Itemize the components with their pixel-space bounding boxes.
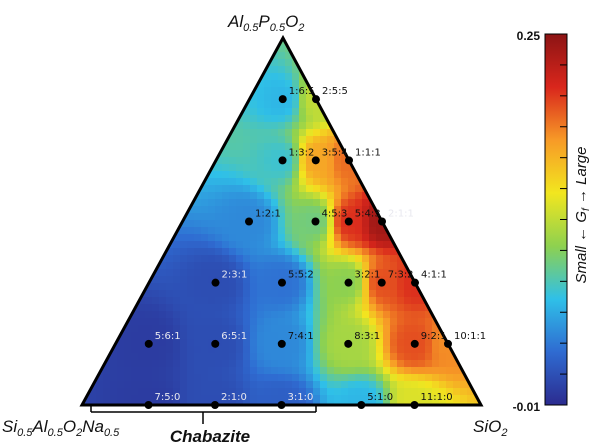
composition-point xyxy=(410,401,419,409)
colorbar-min-label: -0.01 xyxy=(513,400,541,414)
composition-point xyxy=(144,339,153,348)
point-label: 8:3:1 xyxy=(354,331,380,342)
point-label: 2:1:0 xyxy=(221,392,247,403)
point-label: 5:5:2 xyxy=(288,270,314,281)
composition-point xyxy=(277,339,286,348)
composition-point xyxy=(411,278,420,287)
composition-point xyxy=(357,401,366,409)
heatmap-field xyxy=(82,38,481,405)
composition-point xyxy=(344,156,353,165)
point-label: 11:1:0 xyxy=(420,392,452,403)
point-label: 5:1:0 xyxy=(367,392,393,403)
point-label: 5:4:3 xyxy=(355,209,381,220)
chabazite-bracket xyxy=(90,405,317,424)
point-label: 7:5:0 xyxy=(155,392,181,403)
point-label: 1:2:1 xyxy=(255,209,281,220)
point-label: 2:5:5 xyxy=(322,86,348,97)
chabazite-label: Chabazite xyxy=(170,427,250,446)
composition-point xyxy=(344,339,353,348)
point-label: 4:5:3 xyxy=(321,209,347,220)
composition-points: 1:6:5 2:5:5 1:3:2 3:5:4 1:1:1 1:2:1 4:5:3 5:4:3… xyxy=(144,86,486,409)
point-label: 1:6:5 xyxy=(289,86,315,97)
point-label: 1:3:2 xyxy=(289,147,315,158)
composition-point xyxy=(245,217,254,226)
point-label: 2:3:1 xyxy=(222,270,248,281)
point-label: 4:1:1 xyxy=(421,270,447,281)
composition-point xyxy=(211,339,220,348)
point-label: 2:1:1 xyxy=(388,209,414,220)
colorbar-max-label: 0.25 xyxy=(517,29,541,43)
colorbar-ticks xyxy=(560,33,567,406)
composition-point xyxy=(344,217,353,226)
point-label: 10:1:1 xyxy=(454,331,486,342)
composition-point xyxy=(278,95,287,104)
point-label: 3:5:4 xyxy=(322,147,348,158)
composition-point xyxy=(410,339,419,348)
point-label: 9:2:1 xyxy=(421,331,447,342)
composition-point xyxy=(278,156,287,165)
point-label: 5:6:1 xyxy=(155,331,181,342)
point-label: 1:1:1 xyxy=(355,147,381,158)
point-label: 6:5:1 xyxy=(221,331,247,342)
composition-point xyxy=(312,95,321,104)
composition-point xyxy=(311,156,320,165)
composition-point xyxy=(277,401,286,409)
composition-point xyxy=(311,217,320,226)
point-label: 7:4:1 xyxy=(288,331,314,342)
composition-point xyxy=(277,278,286,287)
composition-point xyxy=(344,278,353,287)
colorbar-title: Small ← Gf → Large xyxy=(573,147,590,284)
vertex-label-right: SiO2 xyxy=(473,417,507,439)
point-label: 3:2:1 xyxy=(354,270,380,281)
composition-point xyxy=(443,339,452,348)
composition-point xyxy=(210,401,219,409)
composition-point xyxy=(144,401,153,409)
point-label: 3:1:0 xyxy=(288,392,314,403)
vertex-label-top: Al0.5P0.5O2 xyxy=(227,12,304,34)
vertex-label-left: Si0.5Al0.5O2Na0.5 xyxy=(2,417,120,439)
point-label: 7:3:2 xyxy=(388,270,414,281)
composition-point xyxy=(211,278,220,287)
composition-point xyxy=(377,278,386,287)
composition-point xyxy=(378,217,386,226)
